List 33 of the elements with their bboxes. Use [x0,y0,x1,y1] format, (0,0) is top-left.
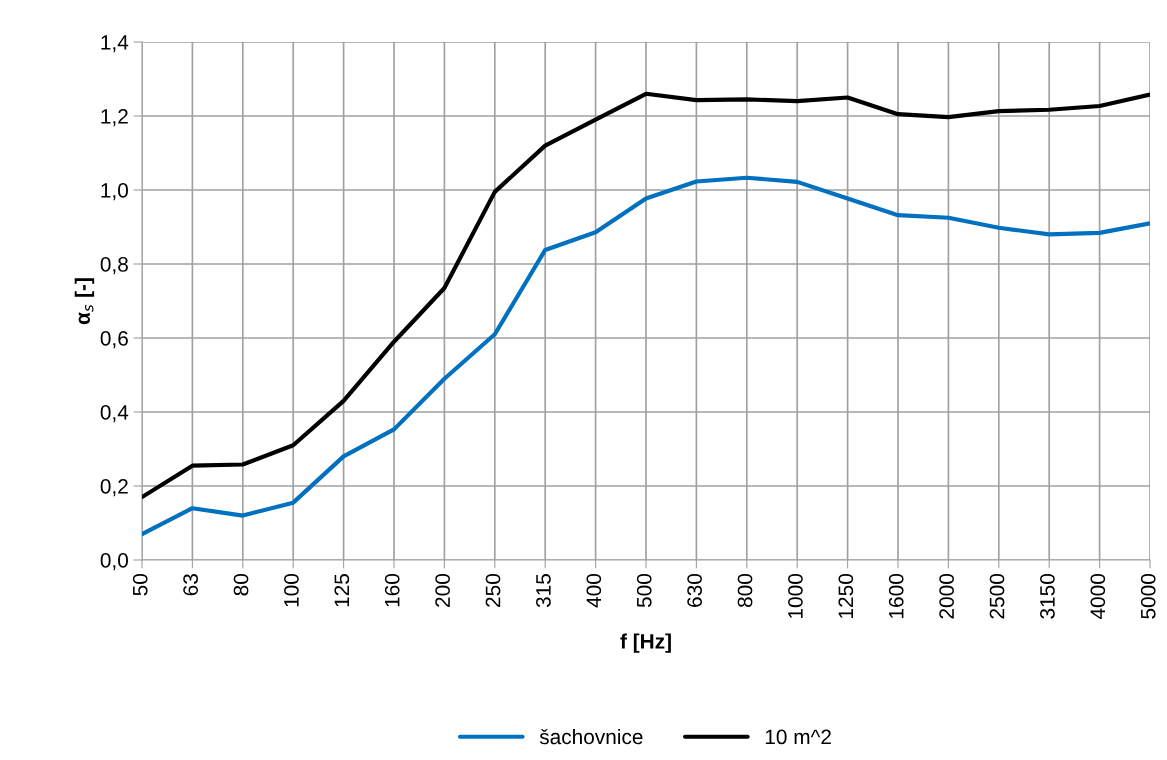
x-tick-label: 100 [284,574,299,607]
y-tick-label: 0,8 [100,257,128,275]
y-tick-label: 1,4 [101,35,129,53]
x-tick-label: 50 [132,574,148,596]
legend-label: 10 m^2 [765,729,831,745]
x-tick-label: 200 [435,574,450,607]
x-tick-label: 400 [586,574,602,608]
y-tick-label: 0,6 [100,331,128,349]
y-tick-label: 0,2 [100,479,128,497]
x-tick-label: 160 [384,574,400,607]
x-tick-label: 630 [687,574,702,607]
y-tick-label: 0,4 [100,405,129,423]
x-tick-label: 3150 [1040,574,1055,619]
x-tick-label: 5000 [1140,574,1156,619]
y-tick-label: 0,0 [100,553,128,571]
x-tick-label: 1600 [888,574,904,618]
x-tick-label: 800 [737,574,753,608]
x-tick-label: 250 [485,574,501,607]
x-tick-label: 1250 [838,574,854,618]
x-tick-label: 2500 [989,574,1005,619]
x-tick-label: 500 [636,574,652,608]
y-tick-label: 1,0 [101,183,128,201]
y-axis-title: α$_{s}$ [-] [74,278,95,325]
x-tick-label: 2000 [939,574,954,619]
legend-label: šachovnice [539,728,643,745]
x-tick-label: 4000 [1090,574,1106,620]
x-tick-label: 80 [233,574,249,596]
x-tick-label: 63 [183,574,198,596]
x-tick-label: 125 [334,574,350,607]
x-axis-title: f [Hz] [620,633,671,653]
x-tick-label: 315 [536,574,551,608]
y-tick-label: 1,2 [101,109,128,127]
x-tick-label: 1000 [788,574,803,618]
